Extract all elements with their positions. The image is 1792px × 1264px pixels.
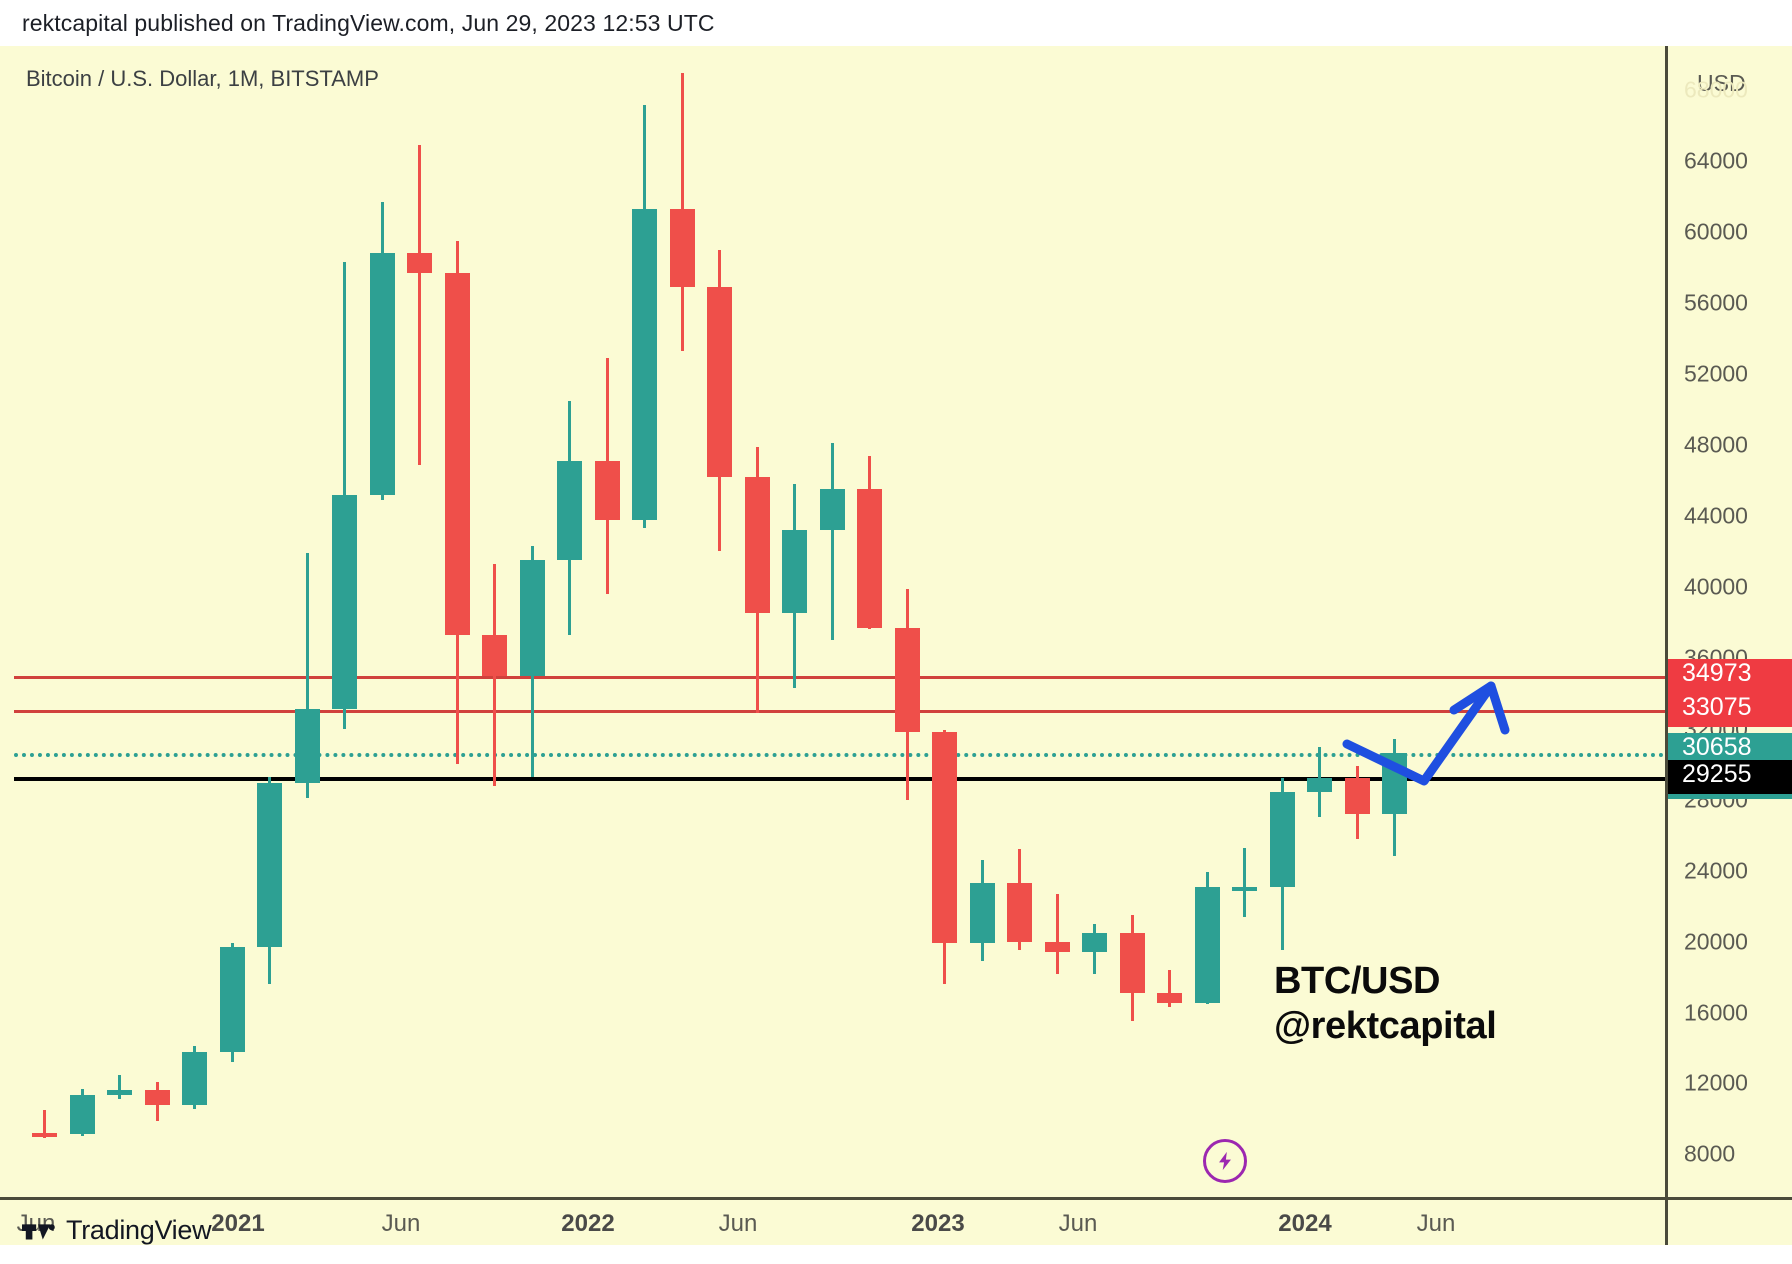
candle-body [1344, 777, 1370, 814]
chart-canvas[interactable]: Bitcoin / U.S. Dollar, 1M, BITSTAMP BTC/… [0, 46, 1792, 1197]
price-tick-12000: 12000 [1684, 1069, 1748, 1096]
watermark-line-2: @rektcapital [1274, 1004, 1497, 1047]
candle-body [707, 287, 732, 477]
resistance-33075-value: 33075 [1682, 692, 1752, 721]
candle-body [932, 732, 957, 944]
arrow-shaft [1342, 681, 1496, 786]
resistance-33075: 33075 [1668, 692, 1792, 727]
candle-wick [1168, 969, 1171, 1008]
candle-body [294, 709, 320, 783]
resistance-34973: 34973 [1668, 659, 1792, 694]
candle-body [107, 1089, 132, 1095]
price-tick-44000: 44000 [1684, 502, 1748, 529]
candle-body [1307, 777, 1332, 792]
price-line-resistance-upper[interactable] [14, 676, 1665, 680]
tradingview-wordmark: TradingView [66, 1215, 212, 1245]
candle-wick [305, 553, 309, 798]
candle-body [969, 883, 995, 944]
candle-wick [1243, 848, 1246, 917]
time-tick-Jun-6: Jun [1058, 1210, 1098, 1237]
close-29255-value: 29255 [1682, 760, 1752, 789]
bolt-glyph [1219, 1151, 1231, 1171]
candle-body [557, 460, 582, 561]
price-scale[interactable]: USD 68000 64000 60000 56000 52000 48000 44000 4… [1665, 46, 1792, 1197]
price-scale-currency: USD [1697, 70, 1746, 96]
arrow-head [1449, 681, 1510, 735]
candle-wick [830, 443, 834, 641]
footer-bar: TradingView [0, 1215, 1792, 1264]
time-tick-Jun-8: Jun [1416, 1210, 1456, 1237]
candle-body [444, 273, 470, 635]
price-tick-8000: 8000 [1684, 1140, 1736, 1167]
price-tick-68000: 68000 [1684, 76, 1748, 103]
time-scale[interactable]: Jun 2021 Jun 2022 Jun 2023 Jun 2024 Jun [0, 1197, 1792, 1248]
price-tick-60000: 60000 [1684, 218, 1748, 245]
price-tick-56000: 56000 [1684, 289, 1748, 316]
time-tick-2022-3: 2022 [561, 1210, 615, 1237]
candle-body [857, 489, 882, 628]
candle-body [1044, 941, 1070, 953]
lightning-bolt-icon[interactable] [1203, 1139, 1247, 1183]
candle-body [407, 253, 432, 273]
candle-body [482, 634, 507, 676]
chart-plot-area[interactable] [14, 46, 1665, 1181]
candle-body [894, 627, 920, 733]
close-29255: 29255 [1668, 760, 1792, 795]
time-tick-2023-5: 2023 [911, 1210, 965, 1237]
time-tick-Jun-4: Jun [718, 1210, 758, 1237]
resistance-34973-value: 34973 [1682, 659, 1752, 688]
candle-body [669, 209, 695, 288]
candle-wick [418, 145, 421, 465]
price-tick-16000: 16000 [1684, 999, 1748, 1026]
publish-header: rektcapital published on TradingView.com… [0, 0, 1792, 46]
price-line-dotted-level[interactable] [14, 752, 1665, 757]
candle-body [519, 560, 545, 676]
tradingview-logo-icon [22, 1223, 55, 1239]
price-tick-64000: 64000 [1684, 147, 1748, 174]
watermark-line-1: BTC/USD [1274, 960, 1441, 1002]
last-price-30658-value: 30658 [1682, 732, 1752, 761]
time-tick-Jun-2: Jun [381, 1210, 421, 1237]
price-tick-48000: 48000 [1684, 431, 1748, 458]
candle-body [1119, 932, 1145, 994]
candle-body [332, 494, 357, 710]
price-line-resistance-lower[interactable] [14, 709, 1665, 713]
candle-body [1232, 886, 1257, 891]
publish-info-text: rektcapital published on TradingView.com… [22, 9, 715, 36]
candle-wick [1055, 893, 1059, 974]
candle-wick [43, 1110, 46, 1139]
time-tick-Jun-0: Jun [16, 1210, 56, 1237]
candle-body [632, 209, 657, 520]
candle-body [1082, 932, 1107, 953]
time-tick-2021-1: 2021 [211, 1210, 265, 1237]
candle-body [257, 782, 282, 947]
candle-body [219, 946, 245, 1052]
candle-wick [118, 1075, 121, 1100]
candle-body [32, 1133, 57, 1138]
candle-body [69, 1094, 95, 1134]
candle-body [782, 530, 807, 614]
candle-body [1157, 993, 1182, 1003]
price-tick-52000: 52000 [1684, 360, 1748, 387]
chart-legend: Bitcoin / U.S. Dollar, 1M, BITSTAMP [26, 66, 379, 91]
candle-body [144, 1089, 170, 1105]
price-tick-40000: 40000 [1684, 573, 1748, 600]
candle-body [1007, 883, 1032, 942]
candle-body [182, 1051, 207, 1105]
candle-body [1382, 752, 1407, 814]
candle-body [1269, 791, 1295, 887]
price-line-current-price[interactable] [14, 777, 1665, 782]
candle-body [369, 253, 395, 495]
candle-body [744, 476, 770, 614]
time-tick-2024-7: 2024 [1278, 1210, 1332, 1237]
candle-body [594, 460, 620, 520]
tradingview-logo[interactable]: TradingView [22, 1215, 212, 1246]
time-scale-divider [1665, 1200, 1668, 1248]
candle-body [819, 489, 845, 531]
price-tick-24000: 24000 [1684, 857, 1748, 884]
chart-watermark: BTC/USD @rektcapital [1274, 959, 1497, 1049]
candle-body [1194, 886, 1220, 1003]
price-tick-20000: 20000 [1684, 928, 1748, 955]
